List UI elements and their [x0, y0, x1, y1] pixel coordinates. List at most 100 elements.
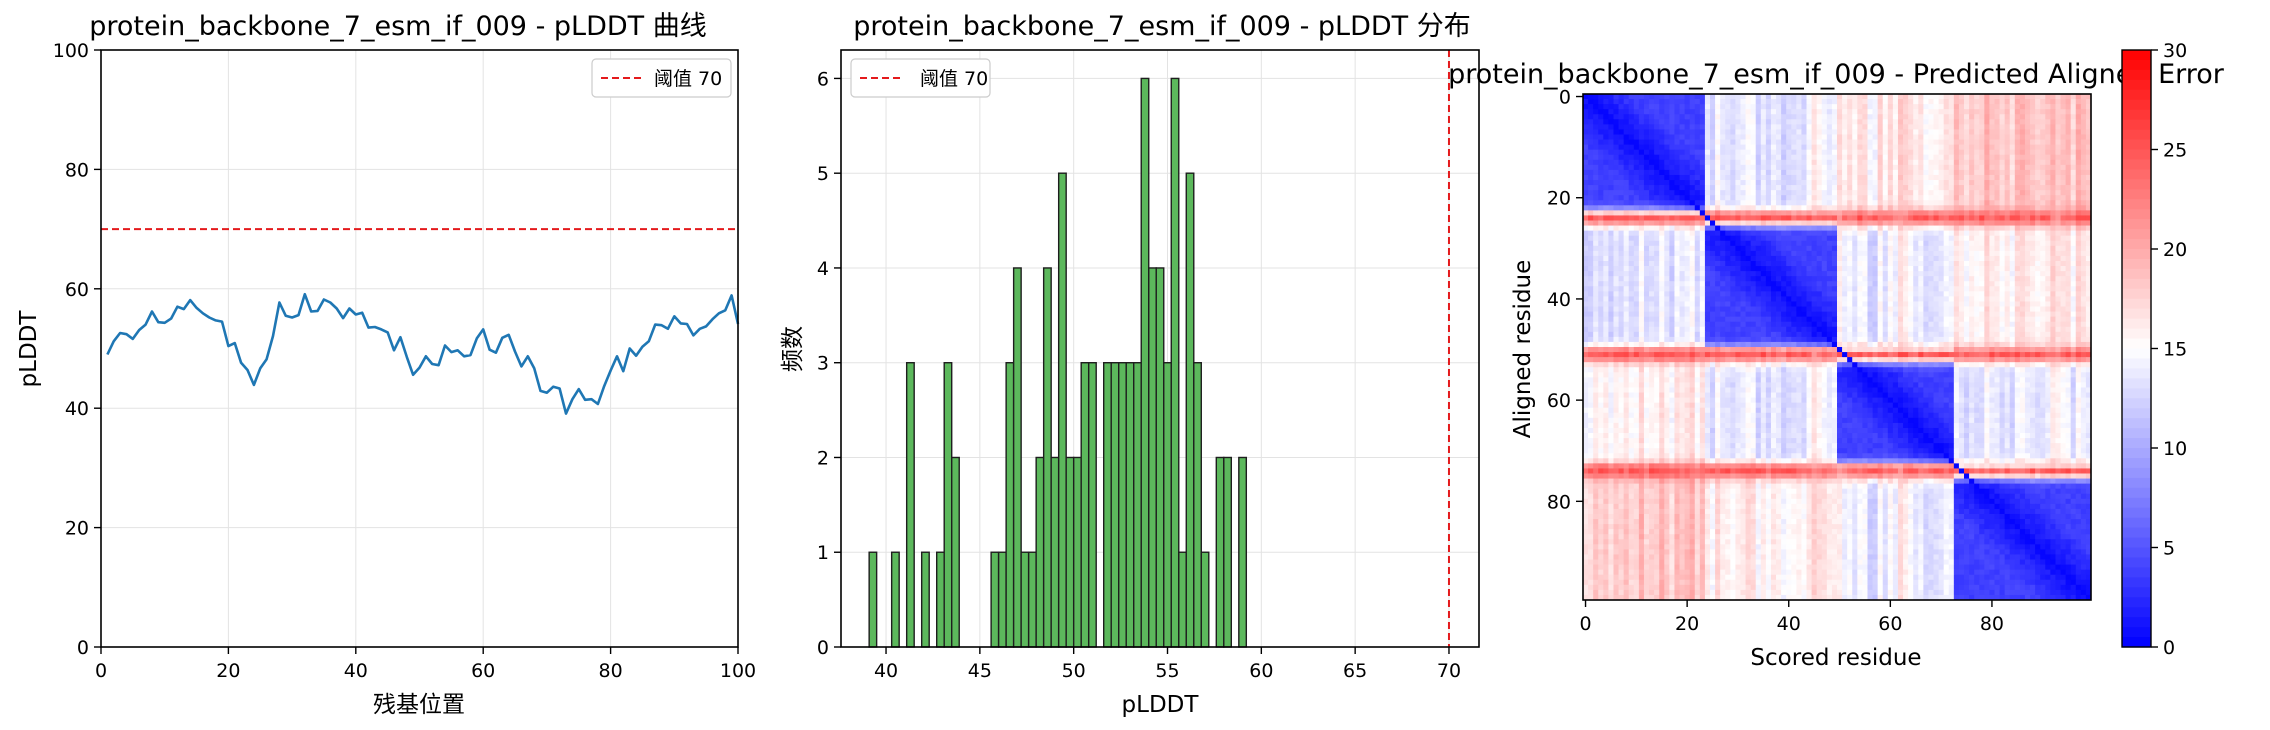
heatmap-cell	[1974, 230, 1980, 237]
heatmap-cell	[1659, 185, 1665, 191]
heatmap-cell	[2035, 164, 2041, 171]
heatmap-cell	[2030, 180, 2036, 186]
heatmap-cell	[2070, 245, 2077, 252]
heatmap-cell	[1786, 316, 1792, 323]
heatmap-cell	[2040, 129, 2046, 135]
heatmap-cell	[1918, 220, 1924, 226]
heatmap-cell	[1837, 245, 1843, 252]
heatmap-cell	[1689, 169, 1696, 176]
heatmap-cell	[1643, 245, 1650, 252]
heatmap-cell	[1862, 185, 1868, 191]
heatmap-cell	[2050, 286, 2056, 292]
heatmap-cell	[1603, 99, 1609, 105]
heatmap-cell	[2009, 331, 2016, 338]
heatmap-cell	[1781, 210, 1787, 216]
heatmap-cell	[1583, 271, 1589, 277]
heatmap-cell	[1669, 164, 1675, 171]
heatmap-cell	[1969, 306, 1975, 312]
heatmap-cell	[1958, 276, 1965, 282]
heatmap-cell	[1887, 245, 1894, 252]
heatmap-cell	[1908, 250, 1914, 257]
heatmap-cell	[2035, 94, 2041, 100]
heatmap-cell	[1842, 190, 1848, 196]
heatmap-cell	[1715, 250, 1721, 257]
heatmap-cell	[1984, 306, 1990, 312]
heatmap-cell	[1984, 286, 1990, 292]
heatmap-cell	[1704, 235, 1711, 242]
heatmap-cell	[1847, 316, 1853, 323]
heatmap-cell	[2060, 94, 2066, 100]
heatmap-cell	[1735, 276, 1741, 282]
heatmap-cell	[1821, 104, 1828, 110]
heatmap-cell	[1948, 94, 1955, 100]
heatmap-cell	[1994, 316, 2000, 323]
heatmap-cell	[2085, 164, 2092, 171]
heatmap-cell	[1735, 255, 1741, 262]
heatmap-cell	[1770, 144, 1777, 151]
heatmap-cell	[1735, 311, 1741, 318]
heatmap-cell	[1928, 215, 1934, 221]
heatmap-cell	[1903, 195, 1909, 201]
heatmap-cell	[1593, 316, 1599, 323]
heatmap-cell	[1831, 185, 1838, 191]
heatmap-cell	[1796, 271, 1802, 277]
heatmap-cell	[1720, 164, 1726, 171]
heatmap-cell	[1953, 159, 1960, 166]
heatmap-cell	[1948, 104, 1955, 110]
heatmap-cell	[1720, 159, 1726, 166]
heatmap-cell	[1715, 306, 1721, 312]
heatmap-cell	[1730, 276, 1736, 282]
heatmap-cell	[2019, 301, 2026, 307]
heatmap-cell	[1725, 114, 1731, 120]
heatmap-cell	[1847, 266, 1853, 272]
heatmap-cell	[2040, 321, 2046, 328]
heatmap-cell	[1715, 174, 1721, 181]
heatmap-cell	[1770, 205, 1777, 211]
heatmap-cell	[2085, 210, 2092, 216]
heatmap-cell	[1669, 276, 1675, 282]
heatmap-cell	[1908, 291, 1914, 297]
heatmap-cell	[1735, 154, 1741, 161]
heatmap-cell	[1933, 306, 1939, 312]
heatmap-cell	[1603, 240, 1609, 247]
heatmap-cell	[1887, 250, 1894, 257]
heatmap-cells	[1583, 94, 2092, 601]
heatmap-cell	[2055, 301, 2061, 307]
heatmap-cell	[2040, 109, 2046, 115]
heatmap-cell	[1745, 210, 1752, 216]
heatmap-cell	[1974, 139, 1980, 145]
heatmap-cell	[1831, 255, 1838, 262]
heatmap-cell	[2045, 205, 2051, 211]
heatmap-cell	[1638, 154, 1645, 161]
heatmap-cell	[1811, 296, 1818, 302]
heatmap-cell	[1588, 169, 1594, 176]
heatmap-cell	[1862, 245, 1868, 252]
heatmap-cell	[1735, 245, 1741, 252]
heatmap-cell	[1897, 99, 1904, 105]
heatmap-cell	[1831, 134, 1838, 140]
heatmap-cell	[2085, 306, 2092, 312]
heatmap-cell	[1847, 240, 1853, 247]
heatmap-cell	[1882, 321, 1889, 328]
heatmap-cell	[1913, 195, 1919, 201]
heatmap-cell	[1862, 255, 1868, 262]
heatmap-cell	[1892, 215, 1899, 221]
histogram-bar	[1215, 456, 1225, 648]
heatmap-cell	[1770, 154, 1777, 161]
heatmap-cell	[1882, 266, 1889, 272]
heatmap-cell	[1872, 144, 1879, 151]
heatmap-cell	[1776, 306, 1782, 312]
heatmap-cell	[2024, 230, 2031, 237]
heatmap-cell	[1903, 190, 1909, 196]
heatmap-cell	[1953, 139, 1960, 145]
heatmap-cell	[1887, 154, 1894, 161]
heatmap-cell	[1979, 281, 1985, 287]
heatmap-cell	[1760, 301, 1767, 307]
heatmap-cell	[1953, 94, 1960, 100]
heatmap-cell	[1583, 255, 1589, 262]
heatmap-cell	[1964, 291, 1970, 297]
heatmap-cell	[1679, 205, 1685, 211]
heatmap-cell	[1760, 250, 1767, 257]
heatmap-cell	[1770, 281, 1777, 287]
heatmap-cell	[1882, 215, 1889, 221]
